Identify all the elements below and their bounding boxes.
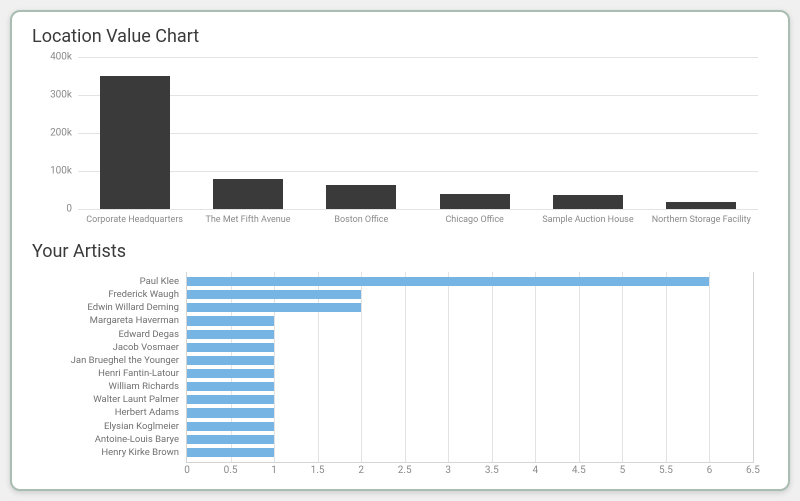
artist-bar	[187, 422, 274, 431]
artist-bar	[187, 395, 274, 404]
location-bar	[553, 195, 623, 209]
artist-bar-row: Antoine-Louis Barye	[187, 433, 753, 446]
artist-bars-container: Paul KleeFrederick WaughEdwin Willard De…	[187, 272, 753, 462]
artist-bar	[187, 435, 274, 444]
y-axis-category-label: Henry Kirke Brown	[101, 447, 187, 458]
artist-bar	[187, 408, 274, 417]
y-axis-tick-label: 200k	[50, 128, 78, 139]
y-axis-category-label: Herbert Adams	[115, 407, 187, 418]
x-axis-tick-label: 6	[707, 465, 713, 476]
artist-bar-row: Elysian Koglmeier	[187, 420, 753, 433]
y-axis-tick-label: 300k	[50, 90, 78, 101]
artist-bar	[187, 448, 274, 457]
x-axis-tick-label: 1.5	[311, 465, 325, 476]
x-axis-tick-label: 0	[184, 465, 190, 476]
location-bar	[213, 179, 283, 209]
artist-bar-row: William Richards	[187, 380, 753, 393]
artist-bar-row: Frederick Waugh	[187, 288, 753, 301]
location-chart-title: Location Value Chart	[32, 26, 768, 47]
y-axis-category-label: Antoine-Louis Barye	[95, 434, 187, 445]
x-axis-tick-label: 6.5	[746, 465, 760, 476]
artist-bar	[187, 330, 274, 339]
y-axis-category-label: Paul Klee	[140, 276, 187, 287]
y-axis-category-label: Jacob Vosmaer	[113, 342, 187, 353]
artist-bar	[187, 290, 361, 299]
artist-bar	[187, 382, 274, 391]
artist-bar-row: Margareta Haverman	[187, 314, 753, 327]
location-bar	[440, 194, 510, 209]
location-bar	[100, 76, 170, 209]
location-bar-column: Boston Office	[305, 57, 418, 209]
artist-bar-row: Herbert Adams	[187, 406, 753, 419]
artist-chart-title: Your Artists	[32, 241, 768, 262]
x-axis-category-label: The Met Fifth Avenue	[205, 215, 290, 225]
artist-bar-row: Henry Kirke Brown	[187, 446, 753, 459]
x-axis-category-label: Sample Auction House	[542, 215, 633, 225]
your-artists-section: Your Artists 0 0.5 1 1.5 2 2.5 3 3.5 4 4.5 5 5.5 6 6.…	[32, 241, 768, 479]
artist-bar	[187, 369, 274, 378]
y-axis-category-label: Walter Launt Palmer	[93, 394, 187, 405]
location-bar-column: Chicago Office	[418, 57, 531, 209]
x-axis-category-label: Chicago Office	[445, 215, 503, 225]
artist-bar-row: Walter Launt Palmer	[187, 393, 753, 406]
y-axis-tick-label: 100k	[50, 166, 78, 177]
y-axis-category-label: Margareta Haverman	[90, 315, 187, 326]
x-axis-tick-label: 2	[358, 465, 364, 476]
x-axis-tick-label: 1	[271, 465, 277, 476]
location-bars-container: Corporate HeadquartersThe Met Fifth Aven…	[78, 57, 758, 209]
your-artists-chart: 00.511.522.533.544.555.566.5Paul KleeFre…	[32, 270, 768, 479]
y-axis-tick-label: 400k	[50, 52, 78, 63]
x-axis-category-label: Northern Storage Facility	[652, 215, 751, 225]
artist-bar-row: Edwin Willard Deming	[187, 301, 753, 314]
y-axis-category-label: Jan Brueghel the Younger	[71, 355, 187, 366]
artist-bar-row: Jacob Vosmaer	[187, 341, 753, 354]
location-bar	[666, 202, 736, 209]
x-axis-category-label: Boston Office	[334, 215, 388, 225]
artist-bar-row: Jan Brueghel the Younger	[187, 354, 753, 367]
location-value-section: Location Value Chart 0100k200k300k400kCo…	[32, 26, 768, 241]
artist-bar	[187, 343, 274, 352]
y-axis-category-label: Henri Fantin-Latour	[98, 368, 187, 379]
x-axis-tick-label: 2.5	[398, 465, 412, 476]
x-axis-tick-label: 5.5	[659, 465, 673, 476]
dashboard-card: Location Value Chart 0100k200k300k400kCo…	[10, 10, 790, 491]
artist-bar-row: Henri Fantin-Latour	[187, 367, 753, 380]
artist-bar-row: Paul Klee	[187, 275, 753, 288]
location-bar-column: Sample Auction House	[531, 57, 644, 209]
x-axis-tick-label: 0.5	[224, 465, 238, 476]
x-axis-tick-label: 3	[445, 465, 451, 476]
artist-bar	[187, 303, 361, 312]
location-bar-column: The Met Fifth Avenue	[191, 57, 304, 209]
x-axis-tick-label: 4	[532, 465, 538, 476]
artist-bar	[187, 316, 274, 325]
y-axis-tick-label: 0	[66, 204, 78, 215]
artist-bar	[187, 277, 709, 286]
location-bar-column: Corporate Headquarters	[78, 57, 191, 209]
y-axis-category-label: Elysian Koglmeier	[104, 421, 187, 432]
x-axis-tick-label: 4.5	[572, 465, 586, 476]
location-bar-column: Northern Storage Facility	[645, 57, 758, 209]
artist-bar-row: Edward Degas	[187, 328, 753, 341]
artist-bar	[187, 356, 274, 365]
y-axis-category-label: Frederick Waugh	[108, 289, 187, 300]
y-axis-category-label: William Richards	[109, 381, 187, 392]
location-bar	[326, 185, 396, 209]
x-axis-tick-label: 3.5	[485, 465, 499, 476]
x-axis-category-label: Corporate Headquarters	[86, 215, 183, 225]
x-axis-tick-label: 5	[620, 465, 626, 476]
location-value-chart: 0100k200k300k400kCorporate HeadquartersT…	[32, 51, 768, 231]
y-axis-category-label: Edwin Willard Deming	[87, 302, 187, 313]
gridline	[78, 209, 758, 210]
y-axis-category-label: Edward Degas	[119, 329, 188, 340]
